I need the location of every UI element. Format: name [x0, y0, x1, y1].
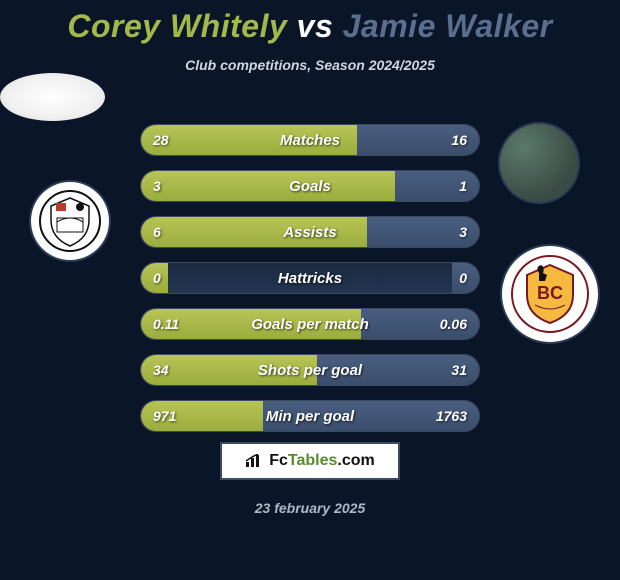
brand-text: FcTables.com — [269, 452, 375, 470]
stat-row: 3431Shots per goal — [140, 354, 480, 386]
player1-name: Corey Whitely — [67, 8, 287, 44]
date-text: 23 february 2025 — [0, 500, 620, 516]
stat-label: Goals per match — [141, 309, 479, 339]
stat-row: 00Hattricks — [140, 262, 480, 294]
stat-label: Hattricks — [141, 263, 479, 293]
brand-tables: Tables — [288, 452, 338, 469]
chart-icon — [245, 454, 263, 468]
stat-row: 2816Matches — [140, 124, 480, 156]
stat-label: Matches — [141, 125, 479, 155]
brand-fc: Fc — [269, 452, 288, 469]
stat-row: 63Assists — [140, 216, 480, 248]
stat-row: 0.110.06Goals per match — [140, 308, 480, 340]
brand-com: .com — [337, 452, 374, 469]
stat-row: 31Goals — [140, 170, 480, 202]
comparison-title: Corey Whitely vs Jamie Walker — [0, 0, 620, 45]
stat-label: Min per goal — [141, 401, 479, 431]
stat-label: Assists — [141, 217, 479, 247]
brand-badge: FcTables.com — [220, 442, 400, 480]
stat-label: Shots per goal — [141, 355, 479, 385]
stats-chart: 2816Matches 31Goals 63Assists 00Hattricks 0.… — [0, 110, 620, 450]
stat-row: 9711763Min per goal — [140, 400, 480, 432]
vs-text: vs — [297, 8, 334, 44]
player2-name: Jamie Walker — [343, 8, 553, 44]
stat-label: Goals — [141, 171, 479, 201]
subtitle: Club competitions, Season 2024/2025 — [0, 57, 620, 73]
